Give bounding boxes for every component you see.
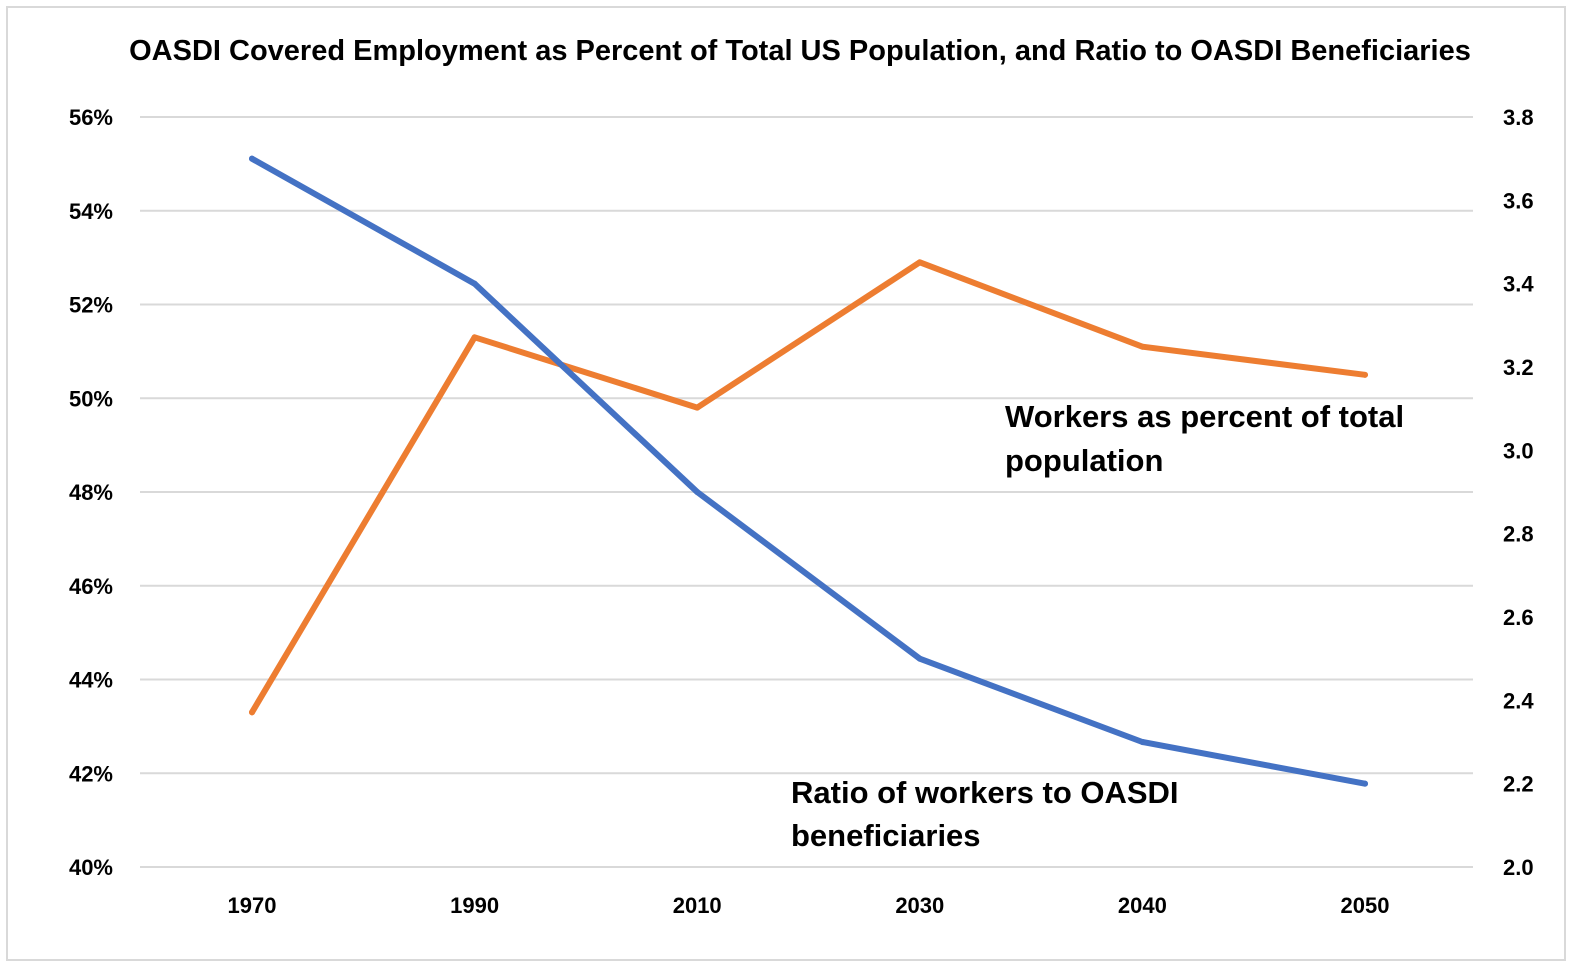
left-tick-label: 50% — [69, 386, 113, 411]
x-tick-label: 2050 — [1341, 893, 1390, 918]
series-line-workers-percent — [249, 259, 1368, 716]
annotation-workers-percent-line-1: Workers as percent of total — [1005, 399, 1404, 434]
x-tick-label: 1970 — [228, 893, 277, 918]
annotation-workers-percent: Workers as percent of total population — [1005, 399, 1413, 478]
data-point-worker-ratio — [249, 155, 255, 162]
annotation-worker-ratio-line-2: beneficiaries — [791, 818, 981, 853]
data-point-workers-percent — [249, 709, 255, 716]
left-axis: 40% 42% 44% 46% 48% 50% 52% 54% 56% — [69, 105, 113, 880]
x-tick-label: 1990 — [450, 893, 499, 918]
left-tick-label: 54% — [69, 199, 113, 224]
left-tick-label: 44% — [69, 668, 113, 693]
left-tick-label: 46% — [69, 574, 113, 599]
data-point-worker-ratio — [694, 489, 701, 495]
left-tick-label: 48% — [69, 480, 113, 505]
x-tick-label: 2010 — [673, 893, 722, 918]
series-lines — [249, 155, 1368, 787]
annotation-worker-ratio: Ratio of workers to OASDI beneficiaries — [791, 775, 1187, 853]
data-point-workers-percent — [916, 259, 923, 266]
series-line-worker-ratio — [249, 155, 1368, 787]
right-tick-label: 3.8 — [1503, 105, 1534, 130]
right-tick-label: 2.4 — [1503, 688, 1534, 713]
right-tick-label: 2.2 — [1503, 772, 1534, 797]
right-axis: 2.0 2.2 2.4 2.6 2.8 3.0 3.2 3.4 3.6 3.8 — [1503, 105, 1534, 880]
annotation-workers-percent-line-2: population — [1005, 443, 1163, 478]
data-point-worker-ratio — [916, 655, 923, 662]
left-tick-label: 56% — [69, 105, 113, 130]
right-tick-label: 3.6 — [1503, 188, 1534, 213]
left-tick-label: 40% — [69, 855, 113, 880]
left-tick-label: 42% — [69, 761, 113, 786]
right-tick-label: 2.6 — [1503, 605, 1534, 630]
x-tick-label: 2030 — [895, 893, 944, 918]
data-point-worker-ratio — [471, 280, 478, 287]
data-point-worker-ratio — [1362, 780, 1368, 787]
annotation-worker-ratio-line-1: Ratio of workers to OASDI — [791, 775, 1179, 810]
data-point-workers-percent — [1362, 371, 1368, 378]
data-point-workers-percent — [1139, 343, 1146, 350]
x-axis: 1970 1990 2010 2030 2040 2050 — [228, 893, 1390, 918]
gridlines — [140, 116, 1473, 868]
chart-title: OASDI Covered Employment as Percent of T… — [129, 35, 1471, 67]
data-point-worker-ratio — [1139, 739, 1146, 745]
right-tick-label: 2.0 — [1503, 855, 1534, 880]
right-tick-label: 3.4 — [1503, 272, 1534, 297]
right-tick-label: 3.0 — [1503, 438, 1534, 463]
left-tick-label: 52% — [69, 293, 113, 318]
x-tick-label: 2040 — [1118, 893, 1167, 918]
data-point-workers-percent — [694, 404, 701, 411]
right-tick-label: 2.8 — [1503, 522, 1534, 547]
right-tick-label: 3.2 — [1503, 355, 1534, 380]
data-point-workers-percent — [471, 334, 478, 341]
